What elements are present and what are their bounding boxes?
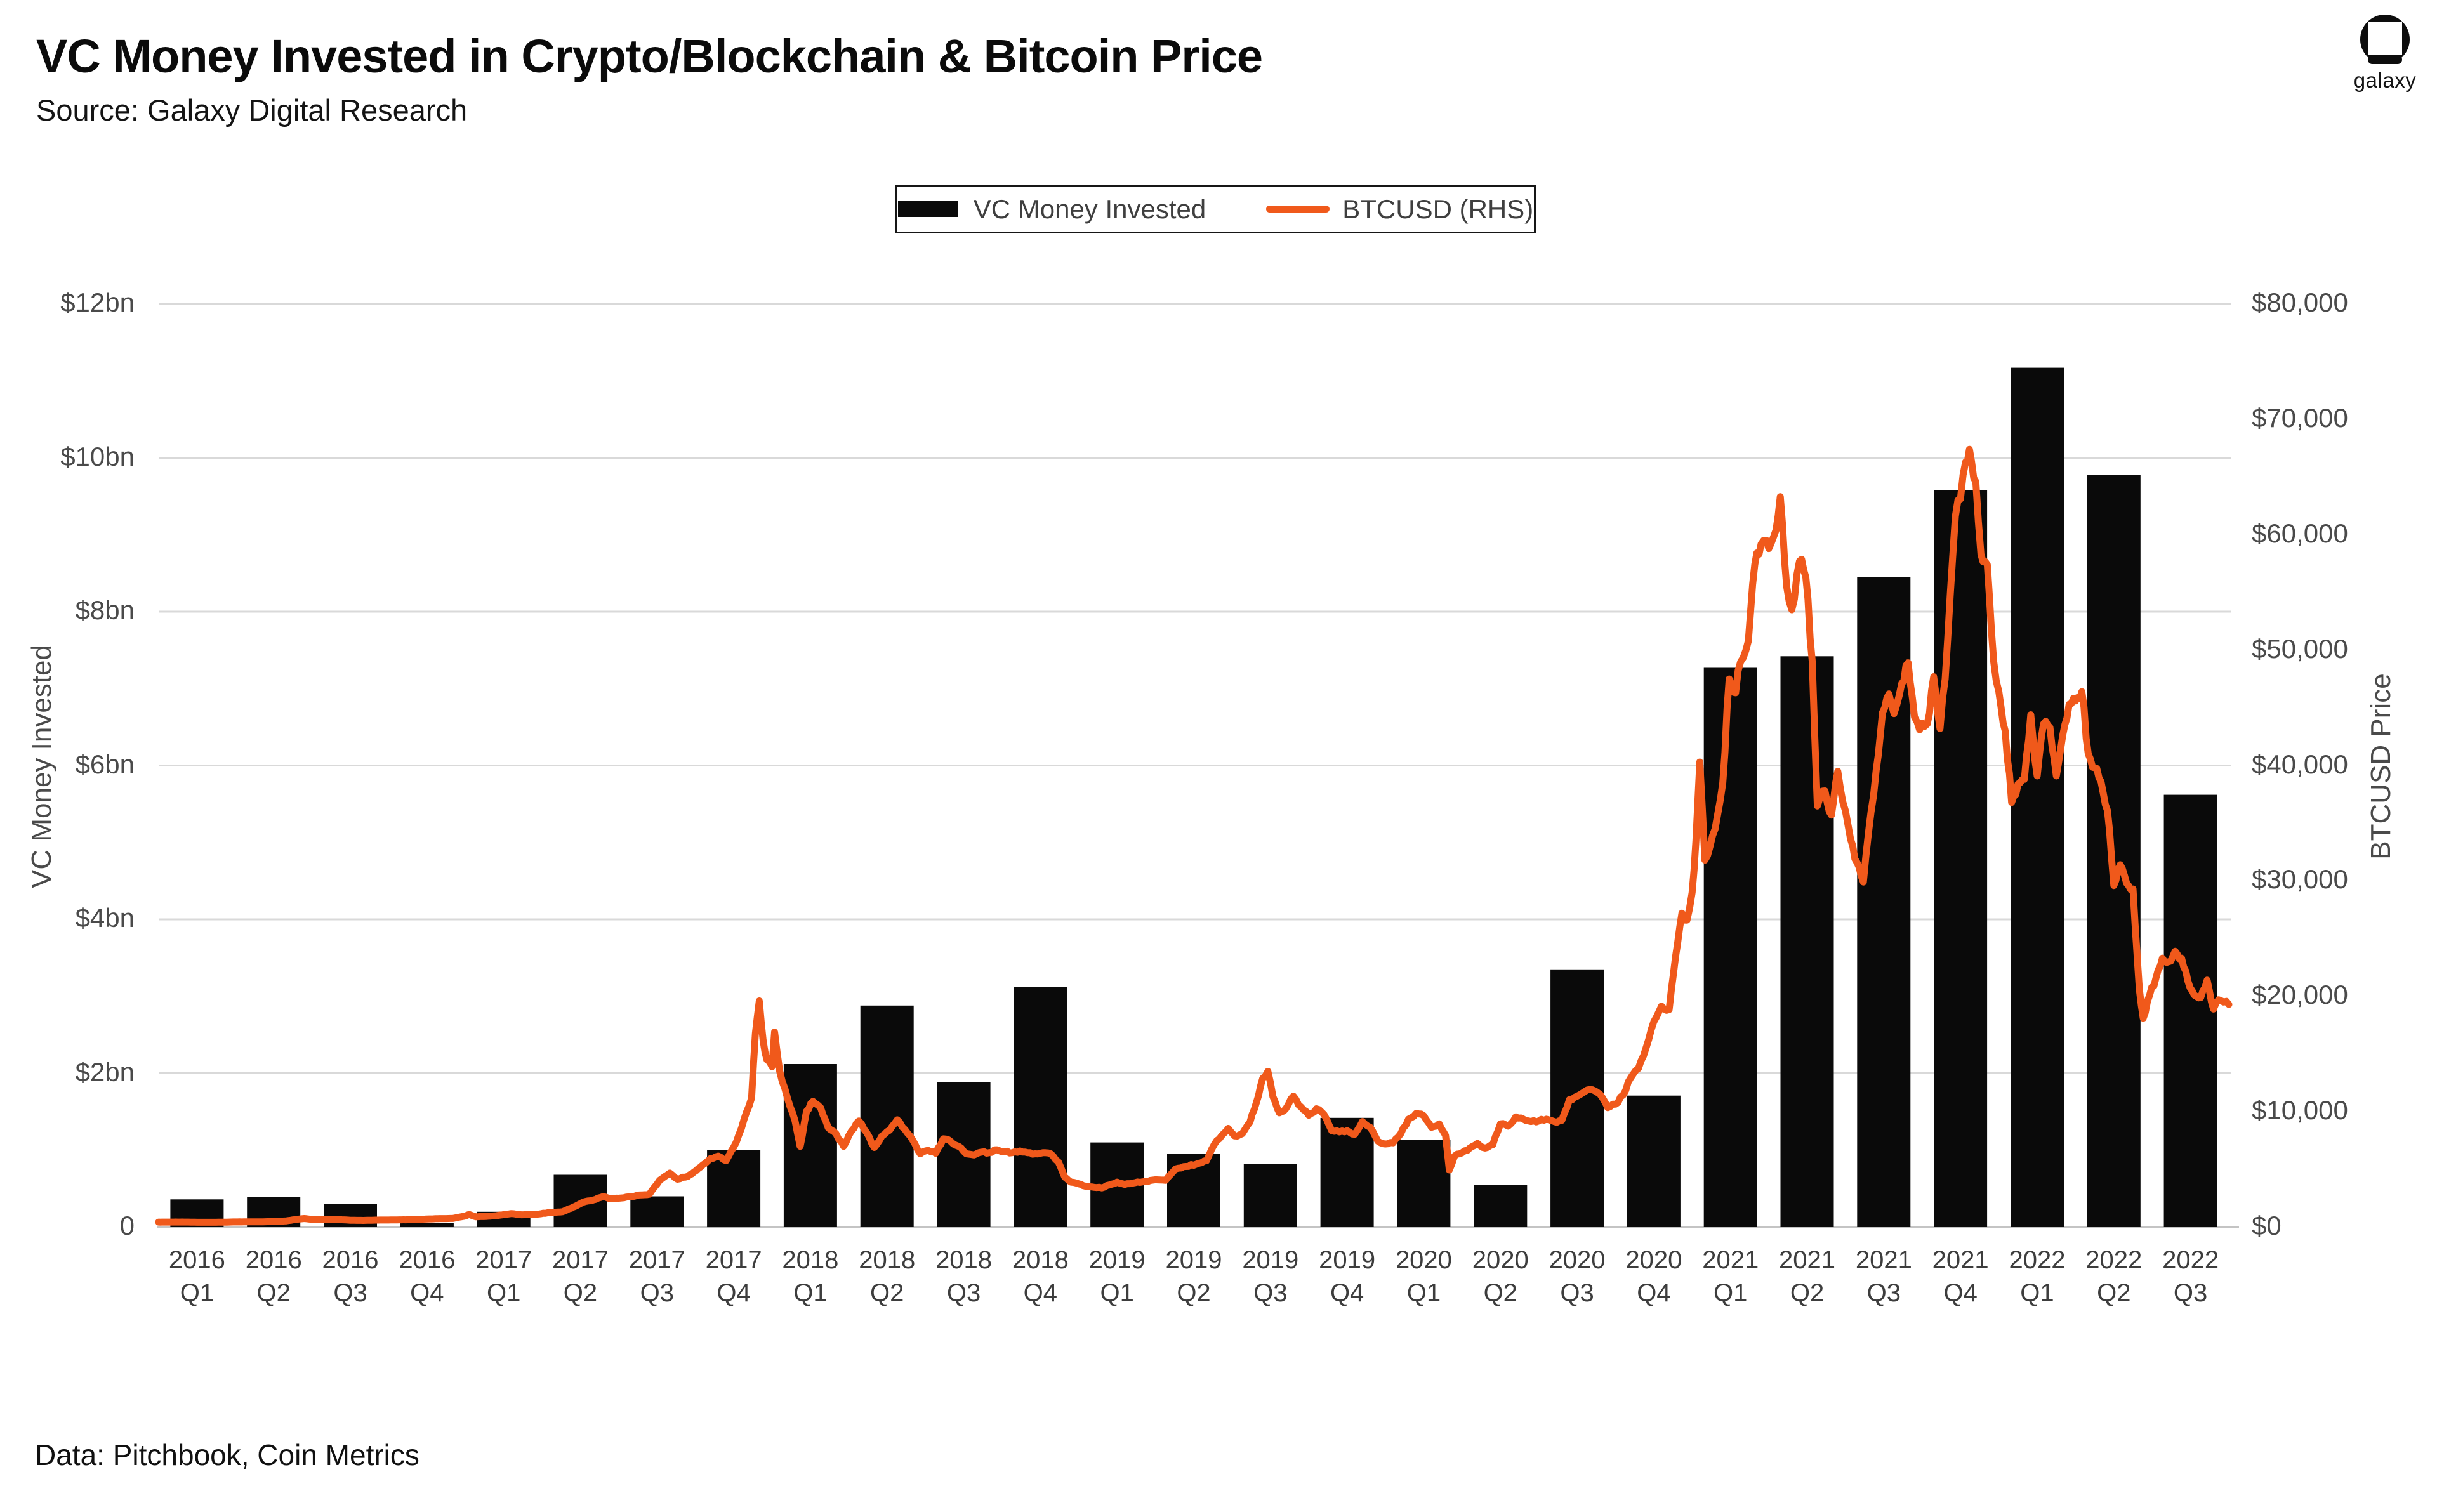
bar-2017-Q3 xyxy=(630,1196,684,1227)
legend-label-btc: BTCUSD (RHS) xyxy=(1342,194,1534,224)
x-label-2016-Q2: 2016 Q2 xyxy=(245,1246,302,1307)
x-label-2022-Q1: 2022 Q1 xyxy=(2009,1246,2066,1307)
x-label-2022-Q2: 2022 Q2 xyxy=(2085,1246,2143,1307)
bar-2021-Q4 xyxy=(1934,490,1988,1227)
bar-2018-Q4 xyxy=(1014,987,1067,1227)
right-tick-0: $0 xyxy=(2252,1211,2282,1240)
x-label-2021-Q4: 2021 Q4 xyxy=(1932,1246,1989,1307)
left-tick-$10bn: $10bn xyxy=(60,441,135,471)
x-label-2017-Q3: 2017 Q3 xyxy=(628,1246,685,1307)
x-label-2019-Q1: 2019 Q1 xyxy=(1088,1246,1146,1307)
legend-label-vc: VC Money Invested xyxy=(973,194,1206,224)
x-label-2022-Q3: 2022 Q3 xyxy=(2162,1246,2219,1307)
right-tick-30000: $30,000 xyxy=(2252,864,2348,895)
legend-item-vc: VC Money Invested xyxy=(897,194,1206,225)
bar-swatch-icon xyxy=(897,201,958,217)
left-tick-$12bn: $12bn xyxy=(60,287,135,317)
x-label-2017-Q2: 2017 Q2 xyxy=(551,1246,609,1307)
source-line: Source: Galaxy Digital Research xyxy=(36,93,468,127)
btcusd-line xyxy=(155,445,2233,1226)
x-label-2020-Q1: 2020 Q1 xyxy=(1395,1246,1452,1307)
bar-2019-Q4 xyxy=(1320,1117,1374,1227)
x-label-2016-Q1: 2016 Q1 xyxy=(168,1246,225,1307)
bar-2022-Q1 xyxy=(2011,367,2064,1227)
right-tick-20000: $20,000 xyxy=(2252,980,2348,1010)
x-label-2021-Q2: 2021 Q2 xyxy=(1779,1246,1835,1307)
x-label-2021-Q3: 2021 Q3 xyxy=(1855,1246,1912,1307)
bar-2020-Q1 xyxy=(1397,1140,1451,1227)
x-label-2019-Q3: 2019 Q3 xyxy=(1242,1246,1299,1307)
logo-square-icon xyxy=(2368,22,2402,55)
x-label-2018-Q4: 2018 Q4 xyxy=(1012,1246,1069,1307)
x-label-2019-Q4: 2019 Q4 xyxy=(1319,1246,1376,1307)
right-tick-70000: $70,000 xyxy=(2252,402,2348,433)
x-label-2018-Q1: 2018 Q1 xyxy=(782,1246,839,1307)
right-tick-50000: $50,000 xyxy=(2252,633,2348,664)
bar-2017-Q4 xyxy=(707,1150,761,1228)
x-label-2017-Q1: 2017 Q1 xyxy=(475,1246,532,1307)
left-tick-$6bn: $6bn xyxy=(75,749,135,779)
left-axis-title: VC Money Invested xyxy=(26,645,57,888)
logo-base-icon xyxy=(2368,55,2402,64)
bar-2019-Q3 xyxy=(1243,1164,1297,1227)
right-axis-title: BTCUSD Price xyxy=(2365,673,2396,860)
legend: VC Money Invested BTCUSD (RHS) xyxy=(895,185,1536,233)
bar-2020-Q2 xyxy=(1474,1185,1528,1227)
bar-2018-Q1 xyxy=(783,1064,837,1227)
right-tick-80000: $80,000 xyxy=(2252,287,2348,317)
x-label-2018-Q2: 2018 Q2 xyxy=(859,1246,916,1307)
bar-2022-Q3 xyxy=(2163,794,2217,1227)
x-label-2018-Q3: 2018 Q3 xyxy=(935,1246,993,1307)
x-label-2017-Q4: 2017 Q4 xyxy=(705,1246,762,1307)
left-tick-$4bn: $4bn xyxy=(75,903,135,933)
bar-2018-Q2 xyxy=(860,1005,914,1227)
data-note: Data: Pitchbook, Coin Metrics xyxy=(35,1438,419,1471)
logo-wordmark: galaxy xyxy=(2353,69,2417,92)
page-title: VC Money Invested in Crypto/Blockchain &… xyxy=(36,30,1263,82)
x-label-2020-Q2: 2020 Q2 xyxy=(1472,1246,1529,1307)
x-label-2016-Q3: 2016 Q3 xyxy=(322,1246,379,1307)
right-tick-60000: $60,000 xyxy=(2252,518,2348,548)
bar-2020-Q4 xyxy=(1627,1095,1681,1227)
line-swatch-icon xyxy=(1266,206,1330,213)
x-label-2016-Q4: 2016 Q4 xyxy=(399,1246,456,1307)
x-label-2020-Q4: 2020 Q4 xyxy=(1625,1246,1682,1307)
bar-2021-Q2 xyxy=(1780,656,1834,1227)
bar-2021-Q1 xyxy=(1703,667,1757,1227)
left-tick-$2bn: $2bn xyxy=(75,1056,135,1087)
x-label-2021-Q1: 2021 Q1 xyxy=(1702,1246,1759,1307)
bar-2016-Q4 xyxy=(400,1223,454,1227)
x-label-2019-Q2: 2019 Q2 xyxy=(1165,1246,1222,1307)
right-tick-10000: $10,000 xyxy=(2252,1095,2348,1126)
left-tick-0: 0 xyxy=(119,1211,135,1240)
legend-item-btc: BTCUSD (RHS) xyxy=(1266,194,1533,225)
right-tick-40000: $40,000 xyxy=(2252,749,2348,779)
left-tick-$8bn: $8bn xyxy=(75,595,135,625)
x-label-2020-Q3: 2020 Q3 xyxy=(1549,1246,1606,1307)
